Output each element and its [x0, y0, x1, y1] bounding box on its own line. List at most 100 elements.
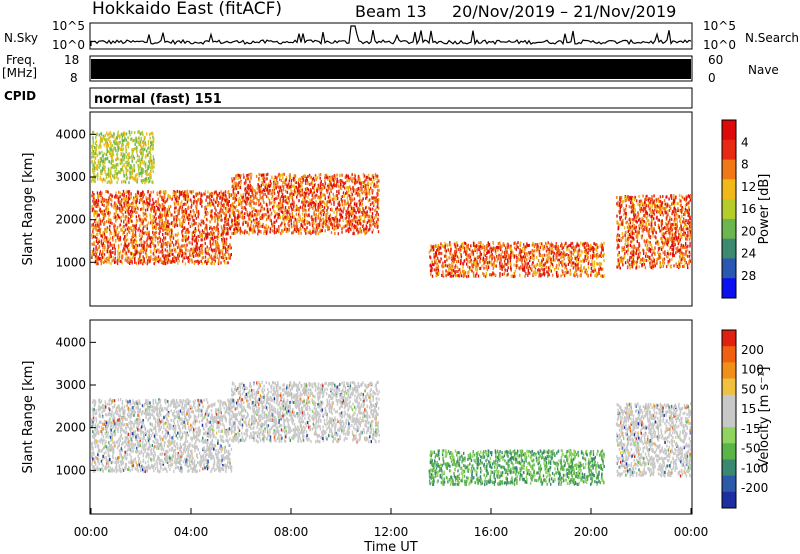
data-cell: [347, 201, 349, 205]
data-cell: [327, 188, 329, 192]
data-cell: [107, 190, 109, 194]
data-cell: [226, 261, 228, 265]
data-cell: [476, 272, 478, 276]
data-cell: [340, 187, 343, 191]
data-cell: [170, 229, 173, 233]
data-cell: [129, 166, 131, 170]
data-cell: [598, 272, 600, 275]
data-cell: [183, 237, 185, 241]
data-cell: [122, 197, 125, 201]
data-cell: [143, 259, 145, 263]
data-cell: [161, 195, 163, 199]
data-cell: [191, 223, 194, 227]
data-cell: [354, 226, 357, 230]
data-cell: [183, 213, 185, 217]
data-cell: [533, 249, 535, 253]
data-cell: [467, 243, 469, 247]
data-cell: [240, 174, 242, 178]
data-cell: [112, 147, 115, 151]
data-cell: [246, 213, 249, 217]
data-cell: [189, 217, 191, 221]
data-cell: [570, 242, 572, 246]
data-cell: [368, 206, 370, 210]
data-cell: [239, 231, 241, 235]
data-cell: [216, 256, 218, 260]
data-cell: [122, 170, 125, 174]
data-cell: [221, 228, 223, 232]
data-cell: [121, 206, 123, 210]
data-cell: [135, 239, 138, 243]
data-cell: [116, 155, 119, 159]
data-cell: [222, 196, 224, 200]
data-cell: [362, 223, 365, 227]
data-cell: [123, 244, 125, 248]
data-cell: [140, 192, 143, 196]
data-cell: [201, 204, 203, 208]
data-cell: [229, 254, 232, 258]
data-cell: [110, 218, 112, 222]
data-cell: [231, 211, 233, 215]
data-cell: [99, 191, 101, 195]
freq-label: Freq.: [6, 53, 36, 67]
data-cell: [211, 201, 213, 205]
data-cell: [104, 229, 106, 233]
data-cell: [101, 196, 104, 200]
data-cell: [94, 169, 96, 173]
data-cell: [492, 246, 494, 250]
data-cell: [227, 261, 229, 265]
data-cell: [183, 251, 186, 255]
data-cell: [311, 178, 314, 181]
data-cell: [296, 187, 298, 191]
data-cell: [147, 166, 149, 170]
data-cell: [311, 193, 313, 197]
data-cell: [282, 176, 284, 180]
data-cell: [121, 161, 123, 165]
data-cell: [147, 197, 149, 201]
data-cell: [134, 199, 136, 203]
data-cell: [328, 186, 330, 190]
data-cell: [591, 264, 593, 268]
data-cell: [337, 232, 339, 236]
data-cell: [239, 198, 242, 202]
data-cell: [528, 251, 530, 254]
data-cell: [192, 214, 195, 218]
data-cell: [161, 248, 163, 252]
data-cell: [177, 197, 179, 201]
data-cell: [116, 202, 118, 206]
data-cell: [342, 225, 344, 229]
data-cell: [349, 212, 352, 216]
data-cell: [532, 241, 534, 245]
data-cell: [135, 204, 137, 207]
data-cell: [152, 257, 154, 261]
data-cell: [207, 259, 209, 263]
data-cell: [178, 190, 181, 194]
data-cell: [95, 262, 98, 266]
data-cell: [376, 205, 378, 209]
data-cell: [341, 195, 344, 198]
data-cell: [213, 262, 216, 266]
data-cell: [140, 197, 142, 201]
noise-trace: [90, 25, 692, 46]
data-cell: [344, 186, 346, 190]
data-cell: [154, 219, 157, 223]
data-cell: [443, 245, 445, 249]
data-cell: [121, 140, 124, 144]
data-cell: [247, 173, 249, 177]
data-cell: [139, 254, 141, 258]
data-cell: [92, 249, 95, 253]
data-cell: [360, 230, 363, 234]
data-cell: [356, 221, 359, 225]
data-cell: [460, 255, 462, 259]
data-cell: [298, 184, 300, 188]
data-cell: [186, 216, 188, 220]
data-cell: [367, 186, 370, 190]
data-cell: [193, 199, 195, 203]
data-cell: [163, 254, 165, 258]
data-cell: [181, 211, 183, 214]
data-cell: [354, 209, 356, 213]
data-cell: [175, 197, 177, 201]
data-cell: [181, 215, 183, 219]
data-cell: [177, 256, 180, 260]
data-cell: [329, 208, 332, 211]
data-cell: [133, 224, 135, 228]
